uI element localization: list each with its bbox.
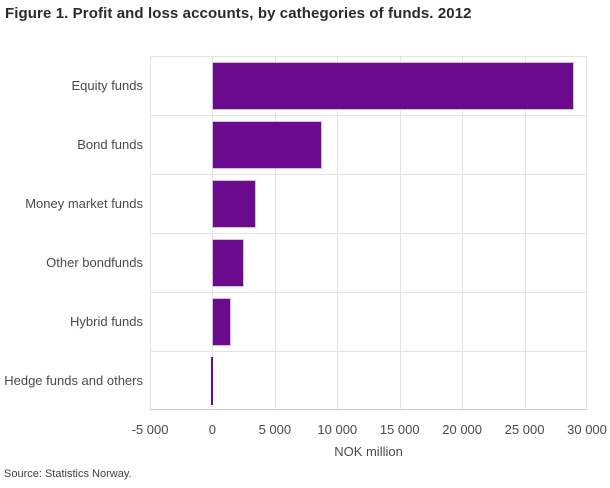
x-tick-label-30000: 30 000 (567, 422, 607, 437)
row-separator (150, 115, 587, 116)
bar-hedge-funds-and-others (211, 357, 213, 405)
category-label-other-bondfunds: Other bondfunds (46, 255, 143, 270)
category-label-hybrid-funds: Hybrid funds (70, 314, 143, 329)
x-tick-label-20000: 20 000 (442, 422, 483, 437)
x-tick-label-5000: 5 000 (258, 422, 292, 437)
plot-area (150, 56, 587, 410)
x-axis-line (150, 409, 587, 410)
bar-other-bondfunds (212, 239, 244, 287)
category-label-equity-funds: Equity funds (71, 78, 143, 93)
bar-bond-funds (212, 121, 322, 169)
chart-title: Figure 1. Profit and loss accounts, by c… (5, 5, 472, 22)
x-tick-label-15000: 15 000 (379, 422, 420, 437)
category-label-bond-funds: Bond funds (77, 137, 143, 152)
bar-equity-funds (212, 62, 574, 110)
bar-money-market-funds (212, 180, 256, 228)
row-separator (150, 233, 587, 234)
bar-hybrid-funds (212, 298, 231, 346)
row-separator (150, 292, 587, 293)
x-tick-label-0: 0 (208, 422, 217, 437)
category-label-money-market-funds: Money market funds (25, 196, 143, 211)
x-tick-label--5000: -5 000 (131, 422, 169, 437)
row-separator (150, 174, 587, 175)
x-tick-label-25000: 25 000 (504, 422, 545, 437)
category-label-hedge-funds-and-others: Hedge funds and others (4, 373, 143, 388)
source-note: Source: Statistics Norway. (4, 468, 132, 480)
row-separator (150, 351, 587, 352)
row-separator (150, 56, 587, 57)
x-axis-title: NOK million (334, 444, 403, 459)
x-tick-label-10000: 10 000 (317, 422, 358, 437)
